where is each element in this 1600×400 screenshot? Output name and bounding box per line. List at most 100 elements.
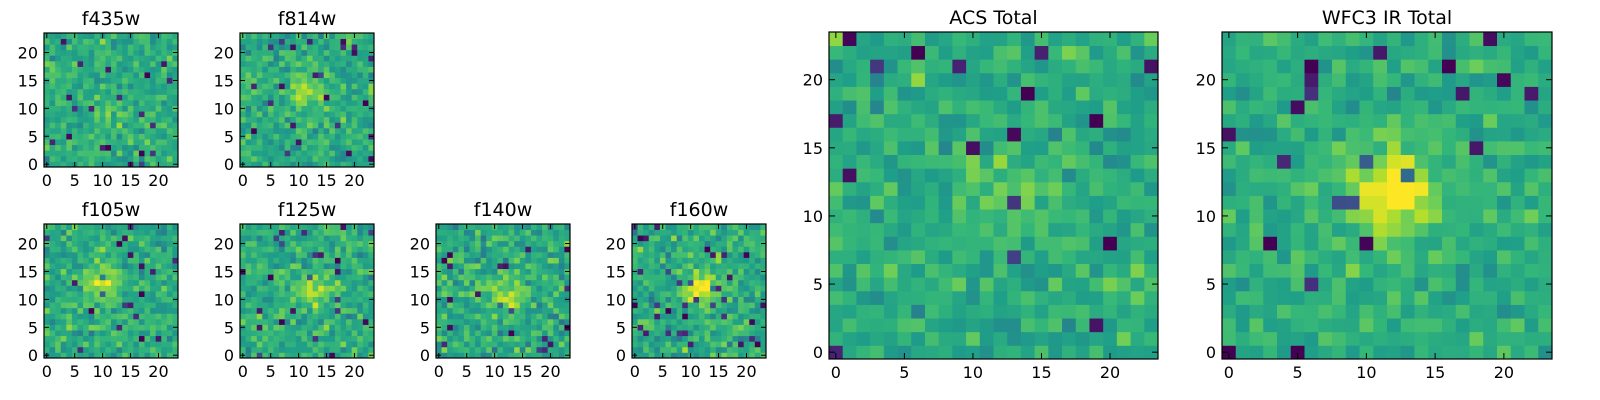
heatmap-cell [44, 307, 50, 314]
heatmap-cell [911, 100, 926, 115]
heatmap-cell [1222, 345, 1237, 360]
heatmap-cell [1387, 345, 1402, 360]
heatmap-cell [856, 263, 871, 278]
heatmap-cell [1400, 304, 1415, 319]
heatmap-cell [952, 250, 967, 265]
heatmap-cell [1103, 100, 1118, 115]
heatmap-cell [749, 274, 756, 281]
heatmap-cell [966, 113, 981, 128]
axes-frame [435, 223, 571, 359]
heatmap-cell [938, 345, 953, 360]
heatmap-cell [77, 307, 84, 314]
y-tick-label: 20 [18, 235, 38, 254]
heatmap-cell [99, 155, 106, 162]
heatmap-cell [49, 94, 56, 101]
heatmap-cell [267, 307, 274, 314]
heatmap-cell [938, 86, 953, 101]
heatmap-cell [1414, 209, 1429, 224]
heatmap-cell [88, 133, 95, 140]
heatmap-cell [911, 181, 926, 196]
heatmap-cell [60, 324, 67, 331]
heatmap-cell [351, 83, 358, 90]
heatmap-cell [83, 246, 90, 253]
heatmap-cell [1130, 209, 1145, 224]
heatmap-cell [94, 60, 101, 67]
heatmap-cell [760, 341, 767, 348]
heatmap-cell [368, 257, 375, 264]
heatmap-cell [166, 127, 173, 134]
heatmap-cell [318, 83, 325, 90]
heatmap-cell [133, 285, 140, 292]
heatmap-cell [99, 116, 106, 123]
heatmap-cell [368, 116, 375, 123]
heatmap-cell [66, 133, 73, 140]
heatmap-cell [340, 246, 347, 253]
heatmap-cell [362, 116, 369, 123]
heatmap-cell [273, 72, 280, 79]
heatmap-cell [643, 313, 650, 320]
heatmap-cell [659, 274, 666, 281]
heatmap-cell [1249, 113, 1264, 128]
heatmap-cell [749, 279, 756, 286]
heatmap-cell [536, 235, 543, 242]
heatmap-cell [447, 330, 454, 337]
heatmap-cell [334, 307, 341, 314]
heatmap-cell [704, 224, 711, 230]
heatmap-cell [329, 268, 336, 275]
heatmap-cell [138, 49, 145, 56]
heatmap-cell [83, 122, 90, 129]
x-tick-label: 0 [1224, 363, 1234, 382]
x-tick-label: 10 [680, 362, 700, 381]
heatmap-cell [693, 313, 700, 320]
heatmap-cell [301, 66, 308, 73]
heatmap-cell [648, 235, 655, 242]
heatmap-cell [553, 268, 560, 275]
heatmap-cell [710, 296, 717, 303]
heatmap-cell [710, 352, 717, 359]
heatmap-cell [55, 44, 62, 51]
heatmap-cell [993, 209, 1008, 224]
heatmap-cell [469, 307, 476, 314]
heatmap-cell [671, 224, 678, 230]
heatmap-cell [116, 246, 123, 253]
heatmap-cell [480, 335, 487, 342]
heatmap-cell [368, 235, 375, 242]
heatmap-cell [1116, 127, 1131, 142]
heatmap-cell [1048, 318, 1063, 333]
heatmap-cell [883, 45, 898, 60]
heatmap-cell [558, 268, 565, 275]
heatmap-cell [508, 240, 515, 247]
heatmap-cell [924, 331, 940, 346]
heatmap-cell [1538, 141, 1553, 156]
heatmap-cell [301, 155, 308, 162]
heatmap-cell [77, 296, 84, 303]
heatmap-cell [659, 335, 666, 342]
heatmap-cell [49, 139, 56, 146]
heatmap-cell [105, 44, 112, 51]
heatmap-cell [290, 100, 297, 106]
heatmap-cell [1103, 345, 1118, 360]
heatmap-cell [256, 224, 263, 230]
heatmap-cell [514, 296, 521, 303]
heatmap-cell [318, 66, 325, 73]
heatmap-cell [842, 236, 857, 251]
heatmap-cell [329, 224, 336, 230]
heatmap-cell [368, 263, 375, 270]
heatmap-cell [525, 341, 532, 348]
heatmap-cell [357, 122, 364, 129]
heatmap-cell [240, 116, 246, 123]
heatmap-cell [346, 341, 353, 348]
heatmap-cell [1387, 304, 1402, 319]
heatmap-cell [1007, 127, 1022, 142]
heatmap-cell [88, 346, 95, 353]
heatmap-cell [49, 246, 56, 253]
heatmap-cell [710, 240, 717, 247]
heatmap-cell [290, 122, 297, 129]
heatmap-cell [829, 209, 844, 224]
heatmap-cell [301, 38, 308, 45]
heatmap-cell [547, 268, 554, 275]
heatmap-cell [1089, 72, 1104, 87]
heatmap-cell [116, 313, 123, 320]
heatmap-cell [66, 318, 73, 325]
heatmap-cell [307, 127, 313, 134]
